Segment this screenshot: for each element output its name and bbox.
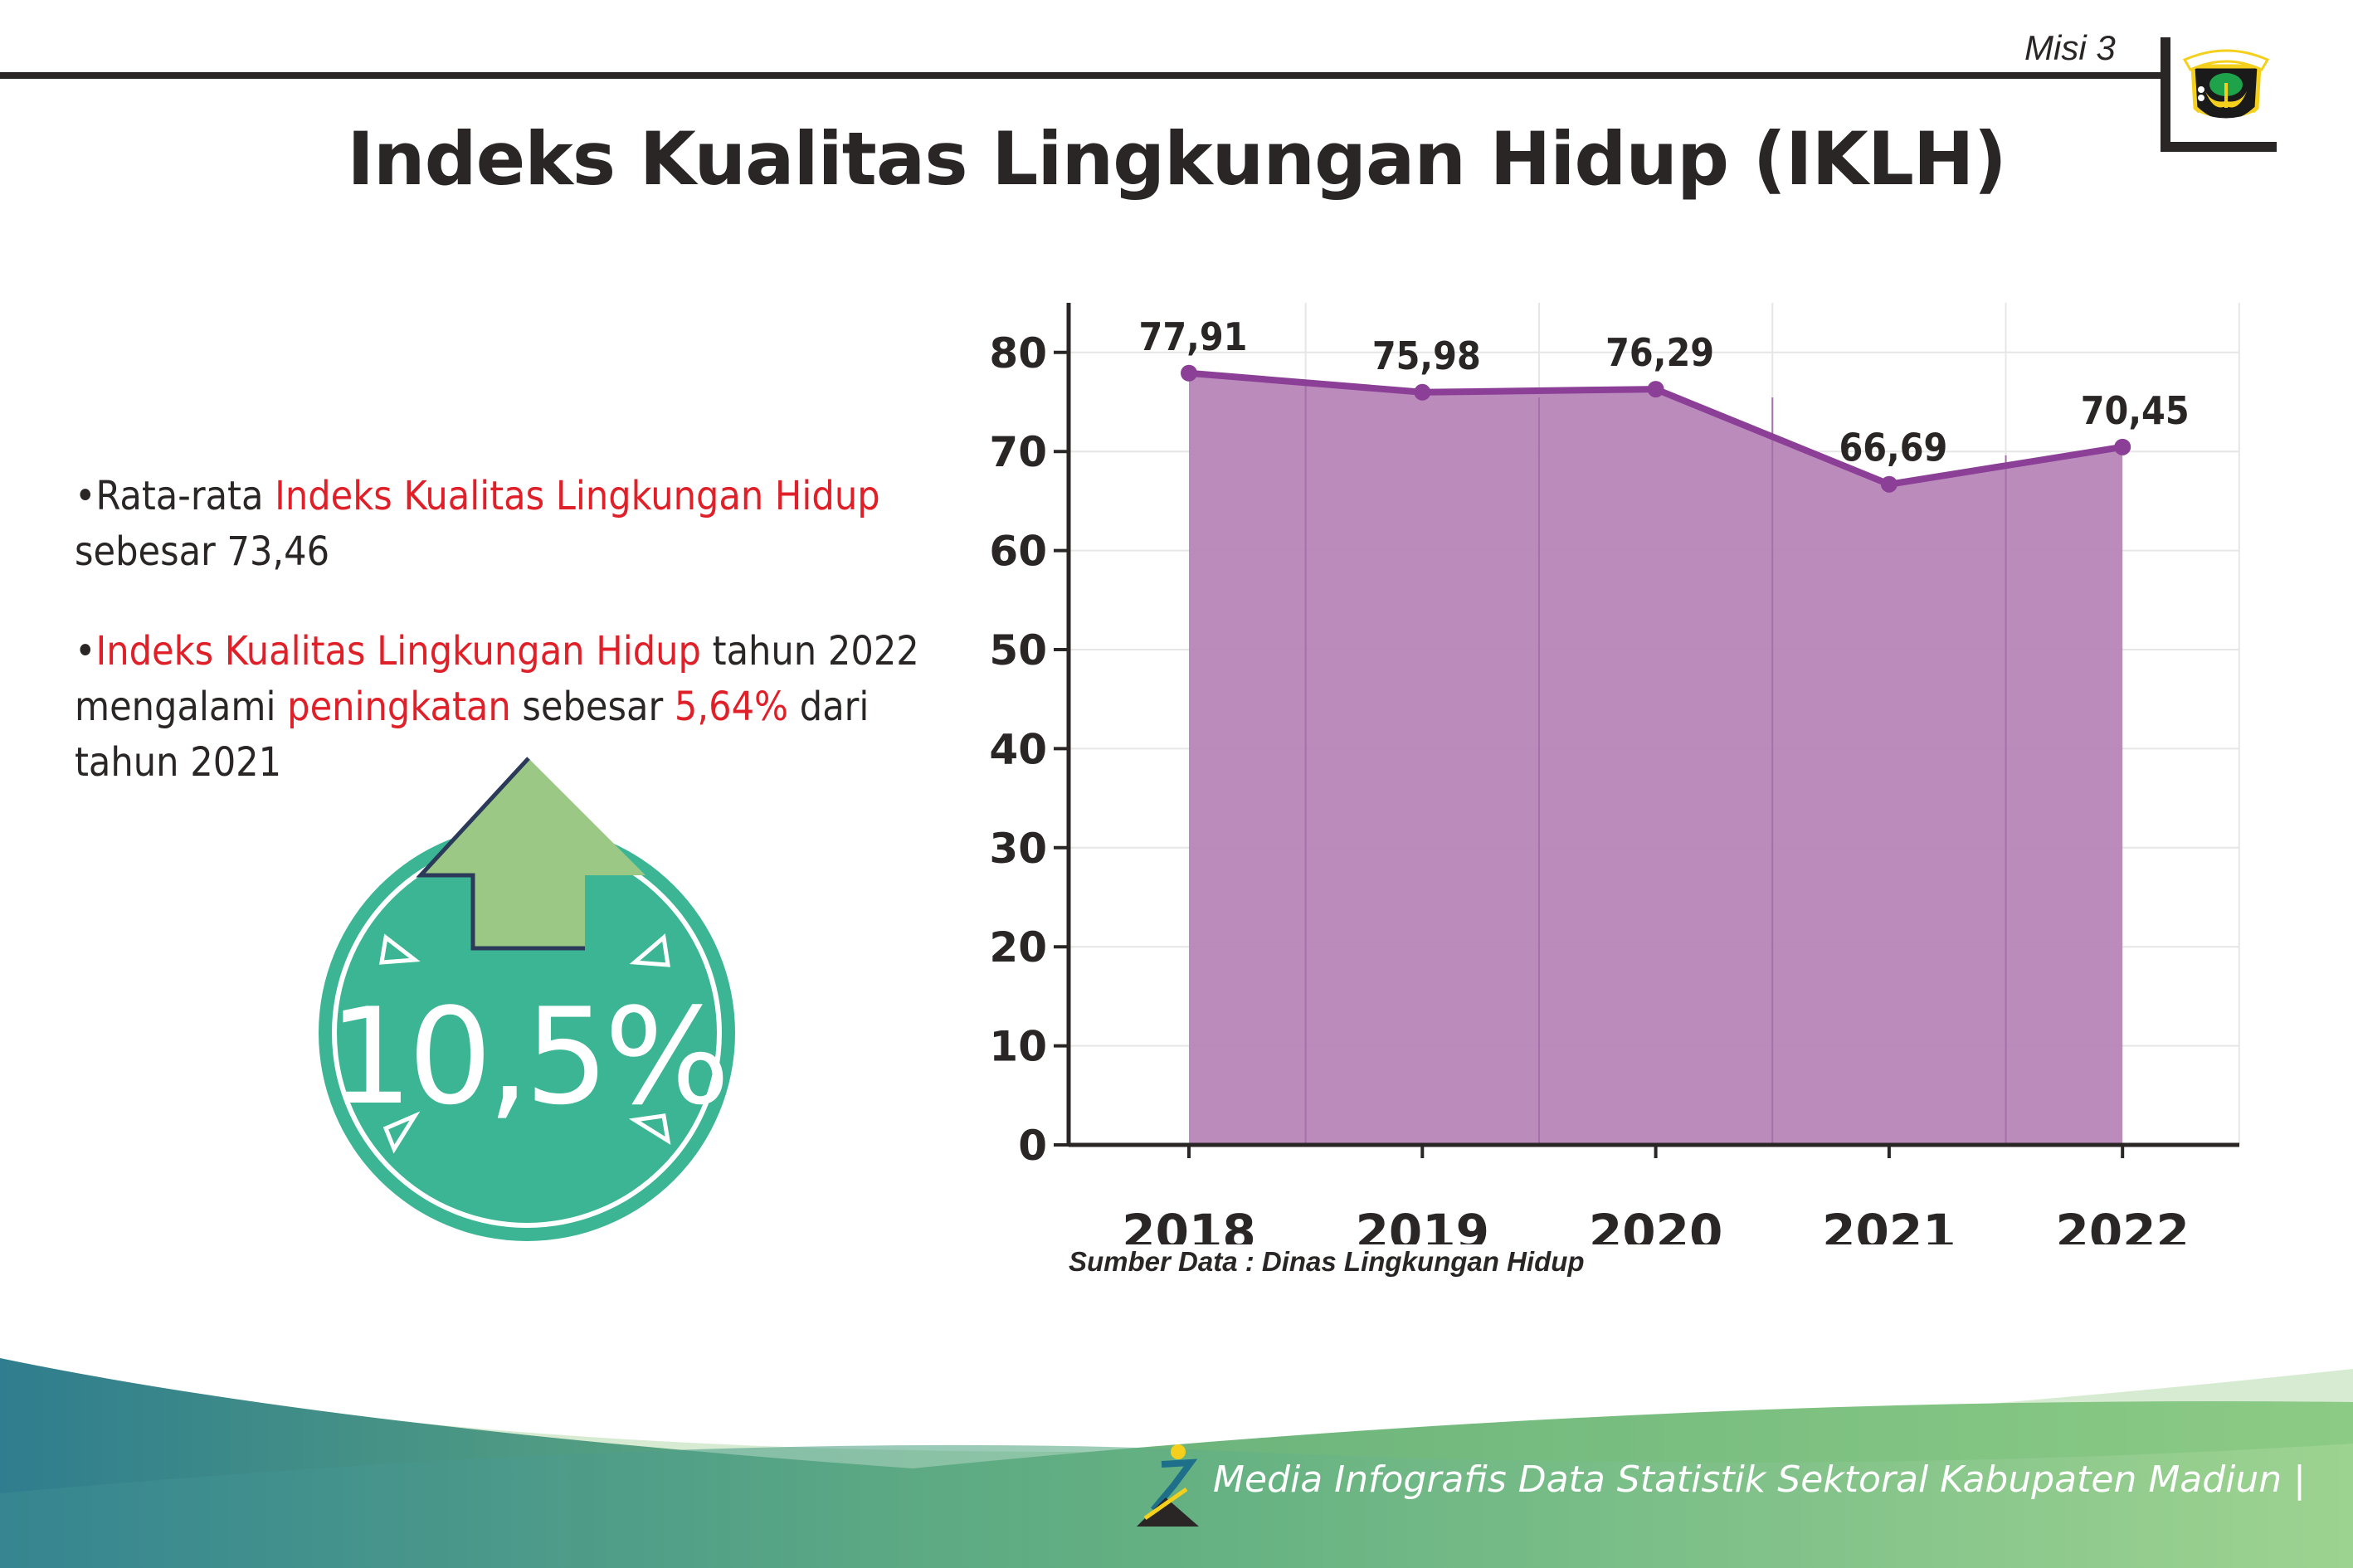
- highlight-text: Indeks Kualitas Lingkungan Hidup: [95, 628, 701, 674]
- madiun-emblem-logo: [2182, 49, 2270, 127]
- x-tick-label: 2022: [2055, 1204, 2189, 1244]
- bullet-text: dari tahun 2021: [75, 684, 870, 786]
- data-source: Sumber Data : Dinas Lingkungan Hidup: [1069, 1246, 1585, 1277]
- y-tick-label: 40: [989, 725, 1047, 773]
- y-tick-label: 50: [989, 626, 1047, 674]
- bullet-average: •Rata-rata Indeks Kualitas Lingkungan Hi…: [75, 469, 946, 580]
- y-tick-label: 0: [1018, 1122, 1047, 1170]
- footer-text: Media Infografis Data Statistik Sektoral…: [1213, 1458, 2306, 1501]
- bullet-text: sebesar 73,46: [75, 528, 330, 575]
- highlight-text: 5,64%: [674, 684, 789, 730]
- y-tick-label: 60: [989, 528, 1047, 576]
- bracket-decoration: [2161, 37, 2170, 152]
- bullet-text: tahun 2022 mengalami: [75, 628, 919, 730]
- runner-logo-icon: [1137, 1444, 1199, 1527]
- sparkle-icons: [379, 933, 671, 1154]
- section-label: Misi 3: [2024, 28, 2116, 67]
- data-label: 77,91: [1139, 314, 1248, 359]
- data-point: [1880, 475, 1898, 493]
- badge-value: 10,5%: [328, 979, 730, 1134]
- data-point: [1181, 364, 1197, 382]
- highlight-text: Indeks Kualitas Lingkungan Hidup: [275, 473, 880, 519]
- x-tick-label: 2021: [1822, 1204, 1956, 1244]
- header-rule: [0, 72, 2164, 79]
- data-label: 76,29: [1605, 330, 1714, 375]
- iklh-area-chart: 0 10 20 30 40 50 60 70 80 2018 77,91 2019 75,98 2020 7…: [989, 303, 2240, 1244]
- bracket-decoration: [2161, 142, 2277, 152]
- x-tick-label: 2019: [1356, 1204, 1489, 1244]
- y-tick-label: 70: [989, 428, 1047, 476]
- data-label: 70,45: [2081, 388, 2190, 433]
- bullet-text: •: [75, 628, 96, 674]
- highlight-text: peningkatan: [287, 684, 511, 730]
- page-title: Indeks Kualitas Lingkungan Hidup (IKLH): [347, 116, 2007, 202]
- x-tick-label: 2018: [1122, 1204, 1255, 1244]
- y-tick-label: 10: [989, 1023, 1047, 1071]
- x-tick-label: 2020: [1589, 1204, 1722, 1244]
- bullet-text: •Rata-rata: [75, 473, 275, 519]
- bullet-increase: •Indeks Kualitas Lingkungan Hidup tahun …: [75, 624, 946, 791]
- y-tick-label: 30: [989, 825, 1047, 873]
- badge-circle: [319, 825, 735, 1241]
- y-tick-label: 20: [989, 923, 1047, 971]
- data-point: [1414, 383, 1431, 401]
- area-fill: [1189, 373, 2123, 1145]
- y-tick-label: 80: [989, 329, 1047, 377]
- data-point: [1647, 381, 1664, 398]
- data-label: 66,69: [1839, 426, 1947, 470]
- bullet-text: sebesar: [510, 684, 675, 730]
- increase-badge: [319, 757, 735, 1241]
- arrow-up-icon: [416, 757, 645, 951]
- data-label: 75,98: [1372, 334, 1481, 378]
- data-point: [2114, 438, 2131, 455]
